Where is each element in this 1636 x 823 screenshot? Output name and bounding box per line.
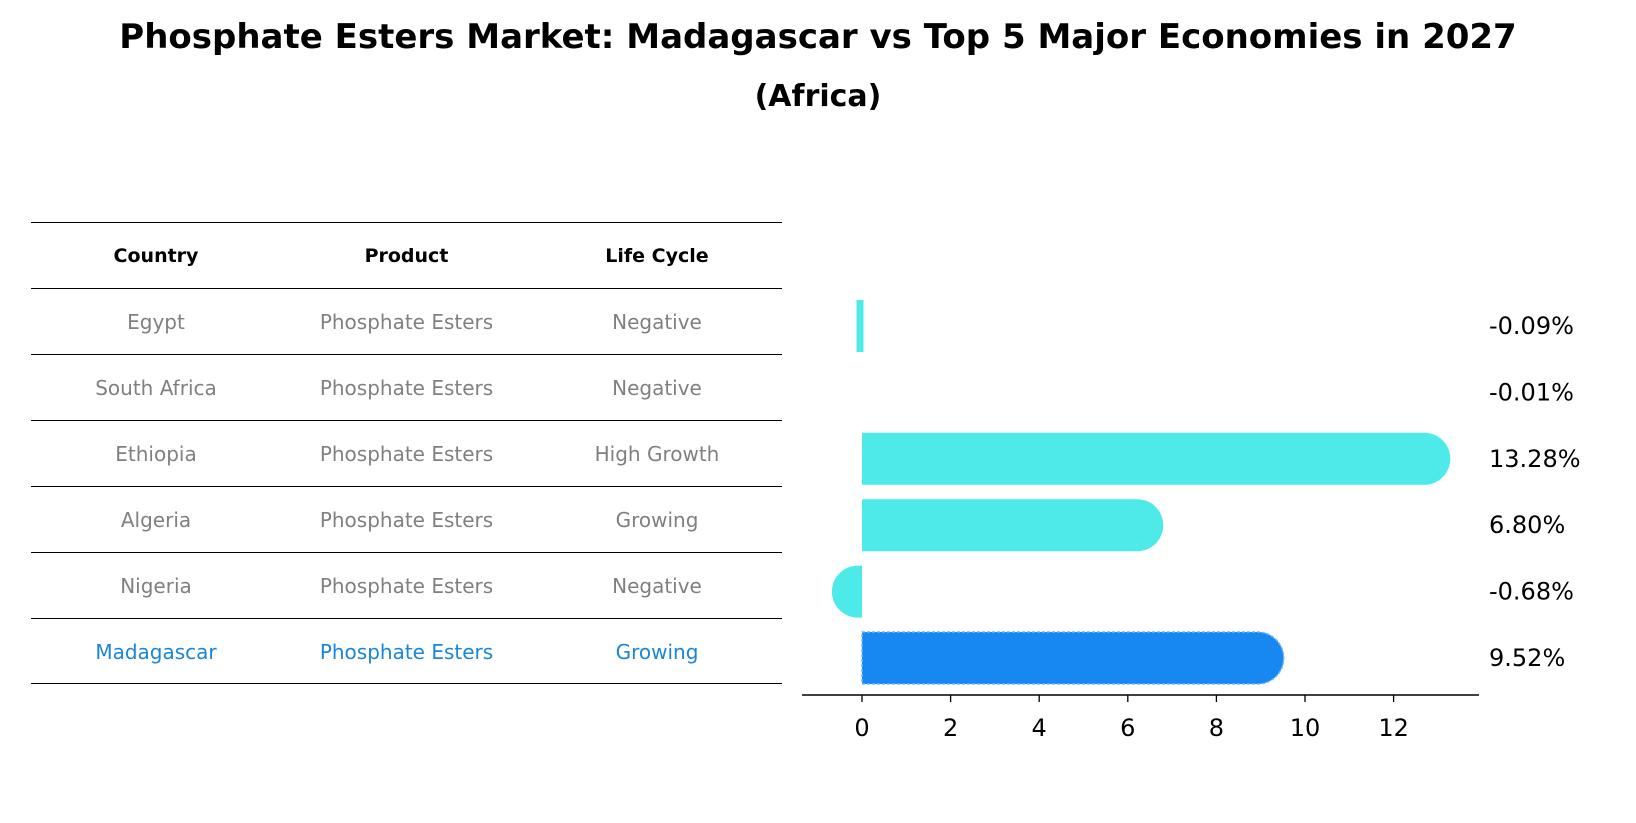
- value-label: 6.80%: [1489, 511, 1565, 539]
- product-cell: Phosphate Esters: [319, 508, 494, 532]
- value-label: 9.52%: [1489, 644, 1565, 672]
- chart-title: Phosphate Esters Market: Madagascar vs T…: [119, 17, 1517, 57]
- data-table: Country Product Life Cycle Egypt Phospha…: [31, 222, 782, 684]
- x-tick-label: 2: [943, 714, 958, 742]
- product-cell: Phosphate Esters: [319, 574, 494, 598]
- value-label: -0.09%: [1489, 312, 1574, 340]
- table-row: Nigeria Phosphate Esters Negative: [31, 552, 782, 618]
- table-row: Algeria Phosphate Esters Growing: [31, 486, 782, 552]
- header-product: Product: [364, 245, 449, 267]
- bar-ethiopia: [862, 432, 1451, 485]
- country-cell: Ethiopia: [115, 442, 197, 466]
- product-cell: Phosphate Esters: [319, 442, 494, 466]
- x-tick-label: 4: [1032, 714, 1047, 742]
- country-cell: Egypt: [127, 310, 185, 334]
- chart-subtitle: (Africa): [754, 79, 882, 114]
- life-cycle-cell: Growing: [615, 508, 699, 532]
- bar-nigeria: [831, 565, 862, 618]
- country-cell: Nigeria: [120, 574, 192, 598]
- value-label: -0.01%: [1489, 378, 1574, 406]
- x-tick-label: 6: [1120, 714, 1135, 742]
- header-country: Country: [113, 245, 199, 267]
- life-cycle-cell: Growing: [615, 640, 699, 664]
- bar-south-africa: [860, 366, 863, 418]
- product-cell: Phosphate Esters: [319, 310, 494, 334]
- bar-algeria: [862, 499, 1164, 552]
- product-cell: Phosphate Esters: [319, 376, 494, 400]
- x-tick-label: 10: [1290, 714, 1321, 742]
- value-label: -0.68%: [1489, 578, 1574, 606]
- table-row: Egypt Phosphate Esters Negative: [31, 288, 782, 354]
- value-label: 13.28%: [1489, 445, 1581, 473]
- life-cycle-cell: Negative: [612, 310, 702, 334]
- header-life-cycle: Life Cycle: [605, 245, 709, 267]
- life-cycle-cell: Negative: [612, 376, 702, 400]
- bar-egypt: [856, 300, 864, 352]
- x-tick-label: 8: [1209, 714, 1224, 742]
- country-cell: Algeria: [120, 508, 192, 532]
- country-cell: Madagascar: [95, 640, 217, 664]
- table-row: Ethiopia Phosphate Esters High Growth: [31, 420, 782, 486]
- table-row: South Africa Phosphate Esters Negative: [31, 354, 782, 420]
- country-cell: South Africa: [95, 376, 217, 400]
- table-row-highlighted: Madagascar Phosphate Esters Growing: [31, 618, 782, 684]
- table-header-row: Country Product Life Cycle: [31, 222, 782, 288]
- life-cycle-cell: High Growth: [594, 442, 720, 466]
- product-cell: Phosphate Esters: [319, 640, 494, 664]
- bar-madagascar: [861, 631, 1285, 685]
- x-tick-label: 12: [1378, 714, 1409, 742]
- life-cycle-cell: Negative: [612, 574, 702, 598]
- x-tick-label: 0: [854, 714, 869, 742]
